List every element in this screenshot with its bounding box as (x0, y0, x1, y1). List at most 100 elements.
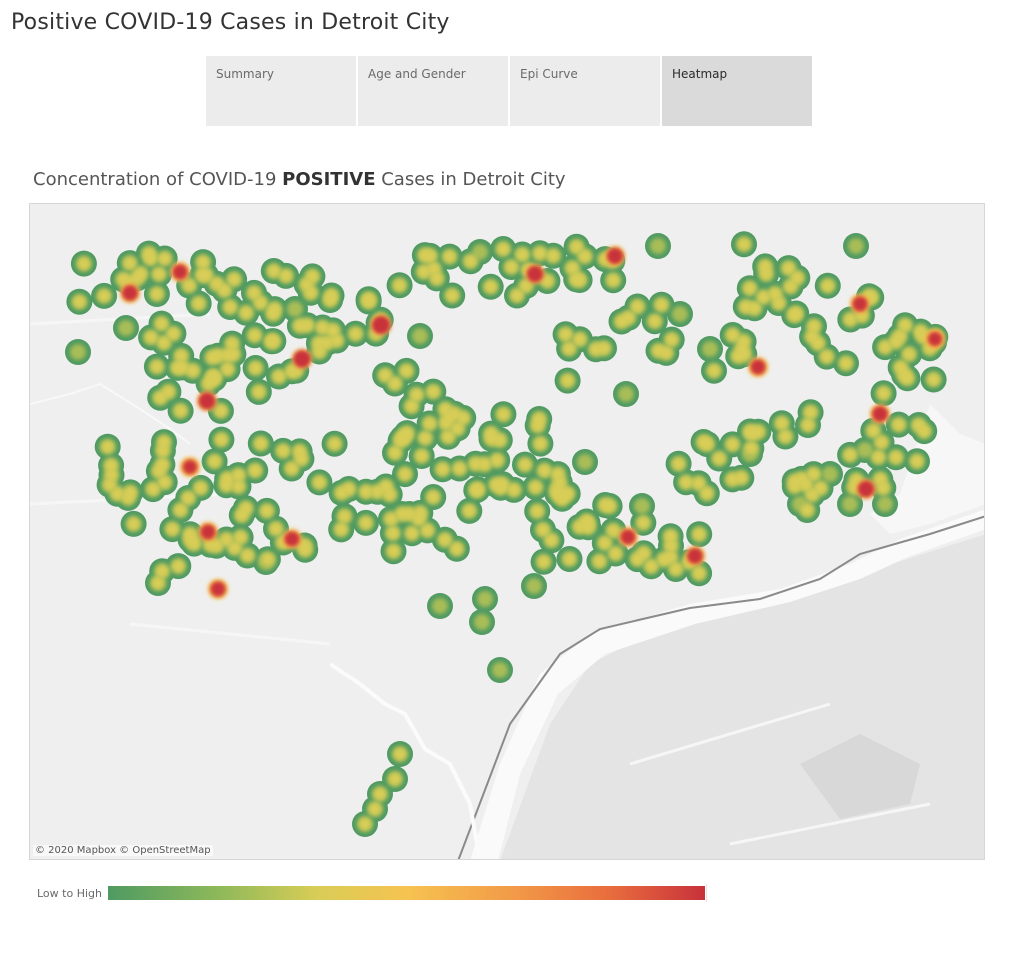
map-title-post: Cases in Detroit City (375, 169, 566, 190)
heat-hotspot-peak (751, 360, 765, 374)
heat-point-core (775, 417, 788, 430)
heat-point-core (273, 370, 285, 383)
heat-point-core (890, 451, 902, 464)
heatmap-map[interactable] (29, 203, 985, 860)
heat-point-core (516, 248, 529, 261)
heat-point-core (220, 533, 233, 546)
heat-point-core (844, 448, 857, 461)
heat-point-core (570, 240, 583, 253)
heat-point-core (111, 487, 124, 500)
heat-point-core (607, 274, 620, 287)
heat-point-core (215, 433, 228, 446)
legend-color-ramp (108, 886, 705, 900)
heat-point-core (175, 349, 188, 362)
heat-point-core (270, 522, 282, 535)
heat-layer (65, 231, 949, 837)
heat-point-core (877, 387, 890, 400)
heat-point-core (578, 250, 591, 263)
heat-point-core (899, 319, 912, 332)
heat-point-mid (618, 386, 634, 402)
heat-point-core (105, 459, 118, 472)
heat-point-core (911, 455, 923, 468)
heat-point-core (903, 348, 916, 361)
heat-point-core (692, 477, 705, 490)
heat-point-core (485, 427, 498, 440)
tab-epi-curve[interactable]: Epi Curve (510, 56, 660, 126)
heat-point-core (779, 430, 792, 443)
heat-point-mid (822, 466, 838, 482)
heat-point-core (184, 528, 197, 541)
heat-point-mid (848, 238, 864, 254)
heat-point-core (451, 422, 464, 435)
map-canvas[interactable] (30, 204, 985, 860)
heat-hotspot-peak (372, 316, 390, 334)
heat-point-core (224, 301, 237, 313)
heat-point-core (875, 436, 888, 449)
heat-point-core (901, 372, 914, 385)
heat-point-core (914, 325, 927, 338)
heat-point-core (784, 280, 797, 293)
heat-point-core (439, 403, 452, 416)
heat-point-core (232, 469, 245, 482)
heat-point-core (737, 335, 750, 348)
heat-point-core (234, 531, 247, 544)
legend-label: Low to High (37, 887, 102, 900)
map-attribution[interactable]: © 2020 Mapbox © OpenStreetMap (33, 845, 213, 856)
heat-point-core (622, 311, 635, 324)
heat-point-core (804, 406, 817, 419)
heat-point-core (573, 333, 586, 346)
heat-point-core (680, 476, 693, 489)
heat-point-core (221, 363, 234, 376)
heat-point-core (162, 385, 175, 398)
heat-point-core (131, 272, 144, 285)
heat-point-core (496, 478, 509, 491)
heat-point-core (645, 560, 658, 573)
heat-point-core (249, 362, 262, 374)
heat-point-core (491, 454, 504, 467)
heat-point-core (607, 524, 620, 537)
heat-point-core (820, 350, 833, 363)
heat-point-core (254, 296, 267, 309)
heat-point-core (254, 437, 267, 450)
heat-point-core (892, 418, 905, 431)
heat-point-core (182, 492, 195, 504)
heat-point-core (553, 476, 566, 489)
heat-point-core (464, 255, 477, 268)
heat-point-core (446, 289, 459, 302)
heat-point-core (664, 530, 677, 543)
heat-point-core (497, 408, 510, 421)
heat-point-mid (650, 238, 666, 254)
heat-point-core (313, 476, 326, 489)
heat-point-core (268, 303, 281, 316)
tab-summary[interactable]: Summary (206, 56, 356, 126)
tab-age-and-gender[interactable]: Age and Gender (358, 56, 508, 126)
heat-point-core (531, 505, 544, 518)
heat-point-core (152, 577, 164, 589)
heat-hotspot-peak (621, 530, 635, 544)
heat-hotspot-peak (928, 332, 942, 346)
heat-point-core (227, 348, 240, 361)
heat-point-core (556, 492, 569, 505)
heat-point-core (207, 370, 220, 383)
heat-point-core (393, 279, 406, 292)
heat-point-core (791, 271, 804, 284)
tab-heatmap[interactable]: Heatmap (662, 56, 812, 126)
heat-point-mid (492, 662, 508, 678)
heat-point-core (154, 391, 167, 404)
stream (30, 382, 191, 445)
heat-point-core (327, 324, 339, 337)
heat-hotspot-peak (173, 265, 187, 279)
heat-hotspot-peak (872, 406, 888, 422)
heat-point-core (304, 286, 317, 299)
heat-point-core (267, 265, 280, 277)
heat-point-core (152, 465, 165, 478)
heat-point-core (158, 436, 170, 449)
heat-point-core (330, 334, 343, 347)
heat-point-core (537, 523, 549, 536)
heat-point-core (117, 273, 130, 286)
heat-point-core (561, 374, 574, 387)
heat-point-mid (477, 591, 493, 607)
heat-point-core (748, 302, 761, 315)
heat-point-core (735, 471, 748, 484)
heat-point-core (399, 468, 411, 481)
